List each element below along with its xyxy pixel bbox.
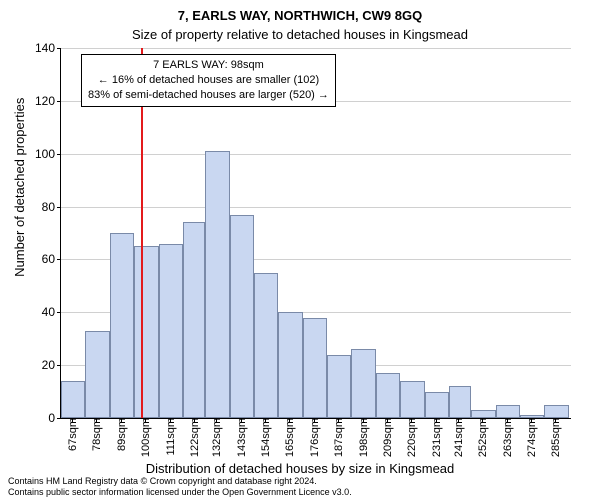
annotation-line-1: 7 EARLS WAY: 98sqm (88, 58, 329, 73)
gridline (61, 154, 571, 155)
histogram-bar (327, 355, 351, 418)
y-tick-label: 120 (35, 94, 61, 108)
chart-container: 7, EARLS WAY, NORTHWICH, CW9 8GQ Size of… (0, 0, 600, 500)
x-tick-label: 143sqm (234, 418, 248, 457)
footer-line-2: Contains public sector information licen… (8, 487, 352, 498)
histogram-bar (85, 331, 109, 418)
x-axis-label: Distribution of detached houses by size … (0, 461, 600, 476)
histogram-bar (351, 349, 375, 418)
x-tick-label: 100sqm (138, 418, 152, 457)
y-tick-label: 60 (42, 252, 61, 266)
histogram-bar (110, 233, 134, 418)
annotation-line-2: ← 16% of detached houses are smaller (10… (88, 73, 329, 88)
x-tick-label: 187sqm (331, 418, 345, 457)
histogram-bar (544, 405, 568, 418)
x-tick-label: 67sqm (65, 418, 79, 451)
histogram-bar (230, 215, 254, 419)
x-tick-label: 231sqm (429, 418, 443, 457)
histogram-bar (134, 246, 158, 418)
x-tick-label: 209sqm (380, 418, 394, 457)
histogram-bar (400, 381, 424, 418)
x-tick-label: 176sqm (307, 418, 321, 457)
histogram-bar (425, 392, 449, 418)
x-tick-label: 263sqm (500, 418, 514, 457)
y-tick-label: 20 (42, 358, 61, 372)
histogram-bar (496, 405, 520, 418)
histogram-bar (449, 386, 471, 418)
histogram-bar (303, 318, 327, 418)
x-tick-label: 220sqm (404, 418, 418, 457)
y-tick-label: 0 (48, 411, 61, 425)
x-tick-label: 274sqm (524, 418, 538, 457)
y-tick-label: 140 (35, 41, 61, 55)
y-tick-label: 100 (35, 147, 61, 161)
y-tick-label: 40 (42, 305, 61, 319)
x-tick-label: 132sqm (209, 418, 223, 457)
gridline (61, 48, 571, 49)
histogram-bar (376, 373, 400, 418)
plot-area: 02040608010012014067sqm78sqm89sqm100sqm1… (60, 48, 571, 419)
annotation-box: 7 EARLS WAY: 98sqm ← 16% of detached hou… (81, 54, 336, 107)
x-tick-label: 252sqm (475, 418, 489, 457)
x-tick-label: 285sqm (548, 418, 562, 457)
x-tick-label: 154sqm (258, 418, 272, 457)
gridline (61, 207, 571, 208)
address-line: 7, EARLS WAY, NORTHWICH, CW9 8GQ (0, 0, 600, 23)
histogram-bar (254, 273, 278, 418)
histogram-bar (205, 151, 229, 418)
histogram-bar (183, 222, 205, 418)
x-tick-label: 198sqm (356, 418, 370, 457)
histogram-bar (159, 244, 183, 418)
x-tick-label: 241sqm (451, 418, 465, 457)
histogram-bar (471, 410, 495, 418)
x-tick-label: 111sqm (163, 418, 177, 456)
histogram-bar (61, 381, 85, 418)
x-tick-label: 78sqm (89, 418, 103, 451)
chart-title: Size of property relative to detached ho… (0, 23, 600, 42)
x-tick-label: 89sqm (114, 418, 128, 451)
footer-line-1: Contains HM Land Registry data © Crown c… (8, 476, 352, 487)
x-tick-label: 122sqm (187, 418, 201, 457)
y-axis-label: Number of detached properties (12, 98, 27, 277)
footer: Contains HM Land Registry data © Crown c… (8, 476, 352, 498)
x-tick-label: 165sqm (282, 418, 296, 457)
y-tick-label: 80 (42, 200, 61, 214)
histogram-bar (278, 312, 302, 418)
annotation-line-3: 83% of semi-detached houses are larger (… (88, 88, 329, 103)
